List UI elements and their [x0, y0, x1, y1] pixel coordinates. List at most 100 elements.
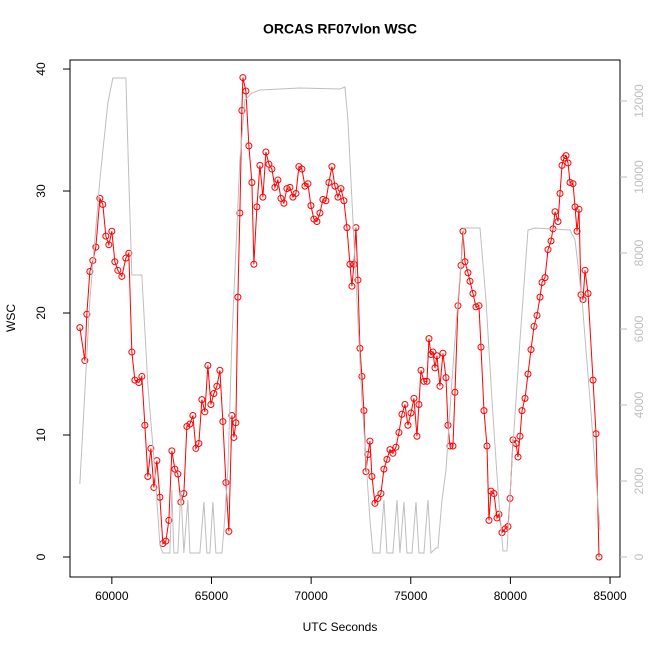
point — [262, 148, 270, 156]
point — [581, 266, 589, 274]
point — [239, 74, 247, 82]
point — [358, 372, 366, 380]
point — [316, 209, 324, 217]
point — [304, 180, 312, 188]
point — [521, 394, 529, 402]
point — [579, 296, 587, 304]
point — [389, 449, 397, 457]
point — [86, 268, 94, 276]
point — [410, 394, 418, 402]
y2-tick-label: 0 — [632, 553, 646, 560]
point — [425, 335, 433, 343]
y-tick-label: 20 — [34, 306, 48, 320]
point — [480, 407, 488, 415]
point — [346, 260, 354, 268]
point — [461, 258, 469, 266]
point — [368, 472, 376, 480]
point — [125, 249, 133, 257]
point — [259, 193, 267, 201]
point — [431, 364, 439, 372]
point — [354, 276, 362, 284]
point — [423, 377, 431, 385]
point — [128, 348, 136, 356]
point — [271, 183, 279, 191]
point — [383, 455, 391, 463]
point — [446, 442, 454, 450]
point — [114, 266, 122, 274]
y-tick-label: 10 — [34, 428, 48, 442]
point — [268, 165, 276, 173]
point — [245, 142, 253, 150]
point — [516, 432, 524, 440]
point — [280, 199, 288, 207]
point — [171, 465, 179, 473]
point — [213, 382, 221, 390]
point — [195, 440, 203, 448]
point — [469, 289, 477, 297]
point — [165, 516, 173, 524]
point — [81, 357, 89, 365]
point — [413, 432, 421, 440]
point — [536, 293, 544, 301]
point — [464, 269, 472, 277]
point — [477, 343, 485, 351]
x-tick-label: 70000 — [294, 589, 328, 603]
point — [277, 194, 285, 202]
y2-tick-label: 10000 — [632, 160, 646, 194]
point — [174, 470, 182, 478]
point — [377, 490, 385, 498]
point — [562, 152, 570, 160]
point — [415, 401, 423, 409]
point — [395, 429, 403, 437]
y-tick-label: 40 — [34, 62, 48, 76]
point — [313, 218, 321, 226]
point — [420, 377, 428, 385]
point — [544, 246, 552, 254]
x-tick-label: 60000 — [95, 589, 129, 603]
point — [444, 421, 452, 429]
point — [219, 418, 227, 426]
point — [533, 311, 541, 319]
point — [322, 197, 330, 205]
point — [228, 411, 236, 419]
point — [256, 161, 264, 169]
point — [207, 401, 215, 409]
point — [380, 465, 388, 473]
point — [118, 272, 126, 280]
point — [144, 472, 152, 480]
point — [595, 553, 603, 561]
point — [189, 411, 197, 419]
point — [350, 260, 358, 268]
x-tick-label: 85000 — [593, 589, 627, 603]
point — [340, 197, 348, 205]
series-line — [79, 77, 601, 555]
point — [242, 87, 250, 95]
point — [547, 237, 555, 245]
point — [398, 410, 406, 418]
point — [364, 451, 372, 459]
point — [108, 227, 116, 235]
point — [554, 218, 562, 226]
point — [111, 258, 119, 266]
point — [360, 407, 368, 415]
point — [150, 483, 158, 491]
point — [348, 282, 356, 290]
point — [343, 224, 351, 232]
point — [286, 183, 294, 191]
point — [433, 352, 441, 360]
point — [449, 442, 457, 450]
point — [222, 479, 230, 487]
point — [198, 396, 206, 404]
point — [584, 289, 592, 297]
point — [569, 180, 577, 188]
y-tick-label: 30 — [34, 184, 48, 198]
point — [274, 176, 282, 184]
point — [236, 209, 244, 217]
point — [538, 279, 546, 287]
y2-tick-label: 2000 — [632, 467, 646, 494]
point — [186, 420, 194, 428]
point — [328, 163, 336, 171]
point — [564, 159, 572, 167]
point — [334, 193, 342, 201]
point — [135, 379, 143, 387]
